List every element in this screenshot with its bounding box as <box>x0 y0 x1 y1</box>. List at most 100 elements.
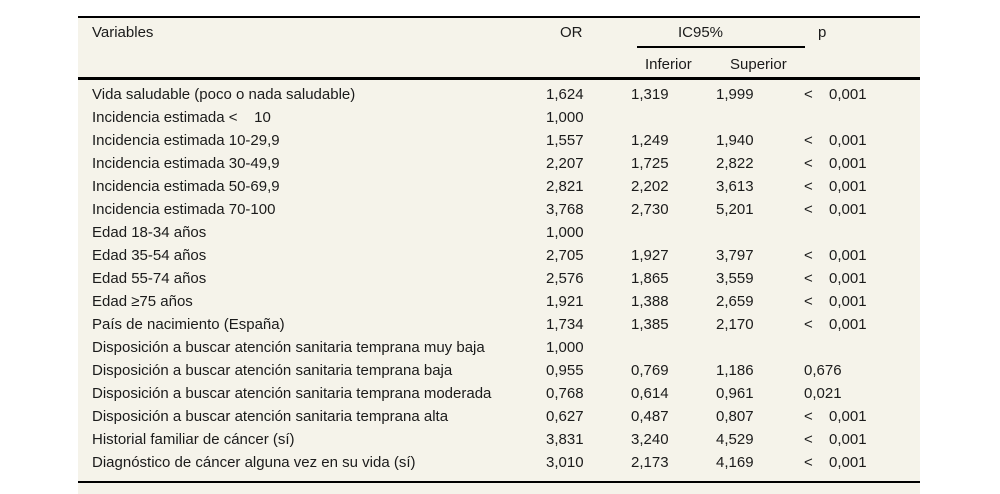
p-value: 0,676 <box>804 362 842 379</box>
ci-lower-value: 2,173 <box>631 454 669 471</box>
p-value: 0,001 <box>829 431 867 448</box>
p-value: 0,001 <box>829 293 867 310</box>
table-row: Disposición a buscar atención sanitaria … <box>78 359 920 382</box>
table-row: Incidencia estimada 30-49,9 2,207 1,725 2,8… <box>78 152 920 175</box>
variable-label: Incidencia estimada < 10 <box>92 109 271 126</box>
col-header-p: p <box>818 24 827 41</box>
p-cell: <0,001 <box>804 198 920 221</box>
p-less-than-sign: < <box>804 247 813 264</box>
variable-label: Disposición a buscar atención sanitaria … <box>92 385 492 402</box>
ci-upper-value: 1,940 <box>716 132 754 149</box>
p-cell: <0,001 <box>804 152 920 175</box>
ci-upper-value <box>716 106 804 129</box>
col-header-superior: Superior <box>730 56 787 73</box>
ci-lower-value: 3,240 <box>631 431 669 448</box>
p-cell <box>804 106 920 129</box>
p-less-than-sign: < <box>804 293 813 310</box>
or-value: 3,768 <box>546 201 584 218</box>
ci-upper-value: 3,559 <box>716 270 754 287</box>
variable-label: Disposición a buscar atención sanitaria … <box>92 408 449 425</box>
ci-upper-value: 5,201 <box>716 201 754 218</box>
ci-lower-value <box>631 106 716 129</box>
p-value: 0,001 <box>829 270 867 287</box>
p-cell <box>804 221 920 244</box>
or-value: 0,955 <box>546 362 584 379</box>
p-value: 0,001 <box>829 408 867 425</box>
ci-upper-value: 3,613 <box>716 178 754 195</box>
p-value: 0,001 <box>829 86 867 103</box>
p-value: 0,001 <box>829 454 867 471</box>
p-value: 0,001 <box>829 178 867 195</box>
ci-lower-value: 2,202 <box>631 178 669 195</box>
p-less-than-sign: < <box>804 155 813 172</box>
or-value: 0,768 <box>546 385 584 402</box>
variable-label: Edad 55-74 años <box>92 270 207 287</box>
or-value: 3,831 <box>546 431 584 448</box>
p-value: 0,001 <box>829 247 867 264</box>
table-row: Edad ≥75 años 1,921 1,388 2,659 <0,001 <box>78 290 920 313</box>
table-top-rule <box>78 16 920 18</box>
variable-label: Incidencia estimada 10-29,9 <box>92 132 280 149</box>
p-less-than-sign: < <box>804 178 813 195</box>
p-less-than-sign: < <box>804 132 813 149</box>
p-less-than-sign: < <box>804 201 813 218</box>
p-cell: <0,001 <box>804 175 920 198</box>
ci-lower-value <box>631 221 716 244</box>
variable-label: Incidencia estimada 30-49,9 <box>92 155 280 172</box>
ci-lower-value: 1,865 <box>631 270 669 287</box>
p-cell: <0,001 <box>804 451 920 474</box>
table-bottom-rule <box>78 481 920 483</box>
variable-label: Vida saludable (poco o nada saludable) <box>92 86 356 103</box>
ci-lower-value: 1,725 <box>631 155 669 172</box>
ci-upper-value <box>716 336 804 359</box>
p-less-than-sign: < <box>804 454 813 471</box>
variable-label: Historial familiar de cáncer (sí) <box>92 431 295 448</box>
variable-label: Diagnóstico de cáncer alguna vez en su v… <box>92 454 416 471</box>
variable-label: Disposición a buscar atención sanitaria … <box>92 339 485 356</box>
ic95-span-rule <box>637 46 805 48</box>
or-value: 0,627 <box>546 408 584 425</box>
ci-upper-value: 3,797 <box>716 247 754 264</box>
variable-label: Edad 18-34 años <box>92 224 207 241</box>
col-header-variables: Variables <box>92 24 154 41</box>
variable-label: Incidencia estimada 70-100 <box>92 201 276 218</box>
ci-lower-value: 1,927 <box>631 247 669 264</box>
p-less-than-sign: < <box>804 408 813 425</box>
ci-upper-value <box>716 221 804 244</box>
or-value: 2,576 <box>546 270 584 287</box>
ci-upper-value: 4,169 <box>716 454 754 471</box>
regression-results-table: Variables OR IC95% p Inferior Superior V… <box>78 16 920 494</box>
or-value: 1,000 <box>546 224 584 241</box>
table-row: Historial familiar de cáncer (sí) 3,831 3,… <box>78 428 920 451</box>
ci-upper-value: 1,999 <box>716 86 754 103</box>
p-cell: <0,001 <box>804 129 920 152</box>
ci-upper-value: 2,659 <box>716 293 754 310</box>
table-row: Incidencia estimada 10-29,9 1,557 1,249 1,9… <box>78 129 920 152</box>
or-value: 1,921 <box>546 293 584 310</box>
p-cell: <0,001 <box>804 267 920 290</box>
table-row: Incidencia estimada < 10 1,000 <box>78 106 920 129</box>
p-value: 0,001 <box>829 316 867 333</box>
ci-lower-value: 1,319 <box>631 86 669 103</box>
table-body: Vida saludable (poco o nada saludable) 1,… <box>78 80 920 474</box>
table-header: Variables OR IC95% p Inferior Superior <box>78 16 920 80</box>
p-value: 0,001 <box>829 155 867 172</box>
col-header-ic95: IC95% <box>678 24 724 41</box>
table-row: Incidencia estimada 70-100 3,768 2,730 5,20… <box>78 198 920 221</box>
variable-label: País de nacimiento (España) <box>92 316 285 333</box>
p-cell <box>804 336 920 359</box>
or-value: 2,705 <box>546 247 584 264</box>
table-row: Incidencia estimada 50-69,9 2,821 2,202 3,6… <box>78 175 920 198</box>
p-cell: <0,001 <box>804 405 920 428</box>
or-value: 1,000 <box>546 339 584 356</box>
or-value: 1,000 <box>546 109 584 126</box>
variable-label: Edad 35-54 años <box>92 247 207 264</box>
p-less-than-sign: < <box>804 316 813 333</box>
p-less-than-sign: < <box>804 86 813 103</box>
p-value: 0,001 <box>829 201 867 218</box>
p-less-than-sign: < <box>804 270 813 287</box>
ci-lower-value: 2,730 <box>631 201 669 218</box>
ci-lower-value: 1,385 <box>631 316 669 333</box>
or-value: 2,821 <box>546 178 584 195</box>
